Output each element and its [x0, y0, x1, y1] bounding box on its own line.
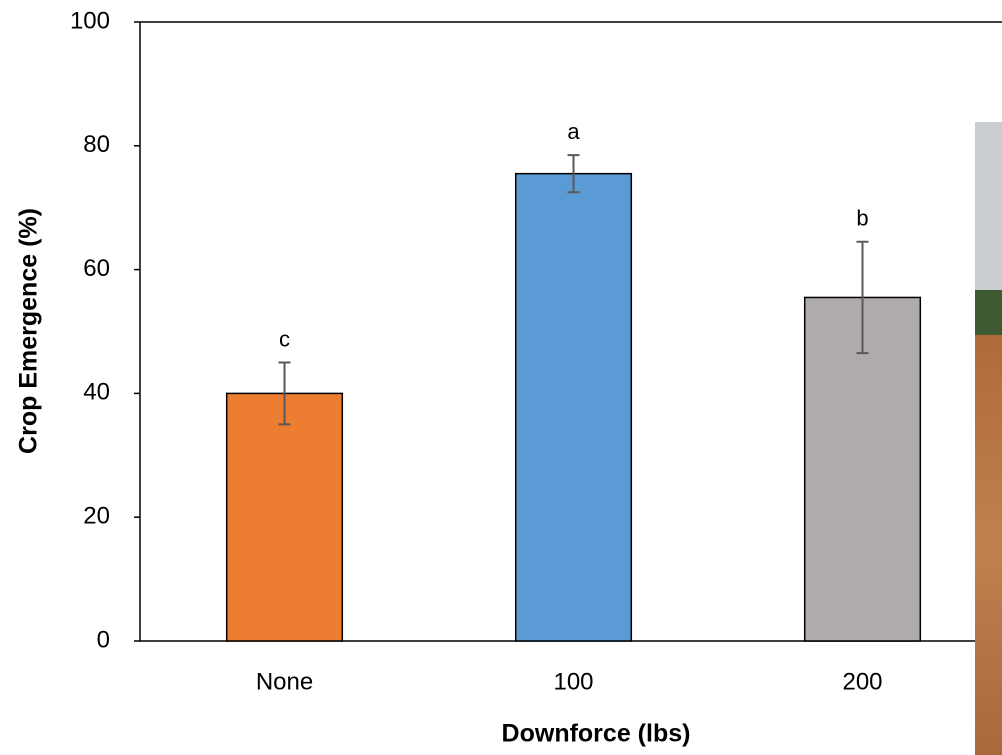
x-axis-title: Downforce (lbs): [502, 720, 691, 748]
y-tick-label: 100: [70, 7, 110, 34]
y-tick-label: 60: [83, 255, 110, 282]
photo: [975, 122, 1002, 755]
x-tick-label: 200: [842, 668, 882, 695]
x-tick-label: None: [256, 668, 313, 695]
significance-letter: c: [279, 326, 290, 351]
y-tick-label: 0: [97, 626, 110, 653]
y-tick-label: 40: [83, 379, 110, 406]
significance-letter: b: [856, 206, 868, 231]
page: {"chart_data": {"type": "bar", "x_label"…: [0, 0, 1002, 755]
bar: [516, 174, 632, 641]
bar: [227, 393, 343, 641]
chart: Crop Emergence (%) Downforce (lbs) 0 20 40…: [0, 0, 1002, 755]
y-axis-title: Crop Emergence (%): [15, 208, 43, 454]
y-tick-label: 80: [83, 131, 110, 158]
significance-letter: a: [567, 119, 580, 144]
y-tick-label: 20: [83, 503, 110, 530]
x-tick-label: 100: [553, 668, 593, 695]
